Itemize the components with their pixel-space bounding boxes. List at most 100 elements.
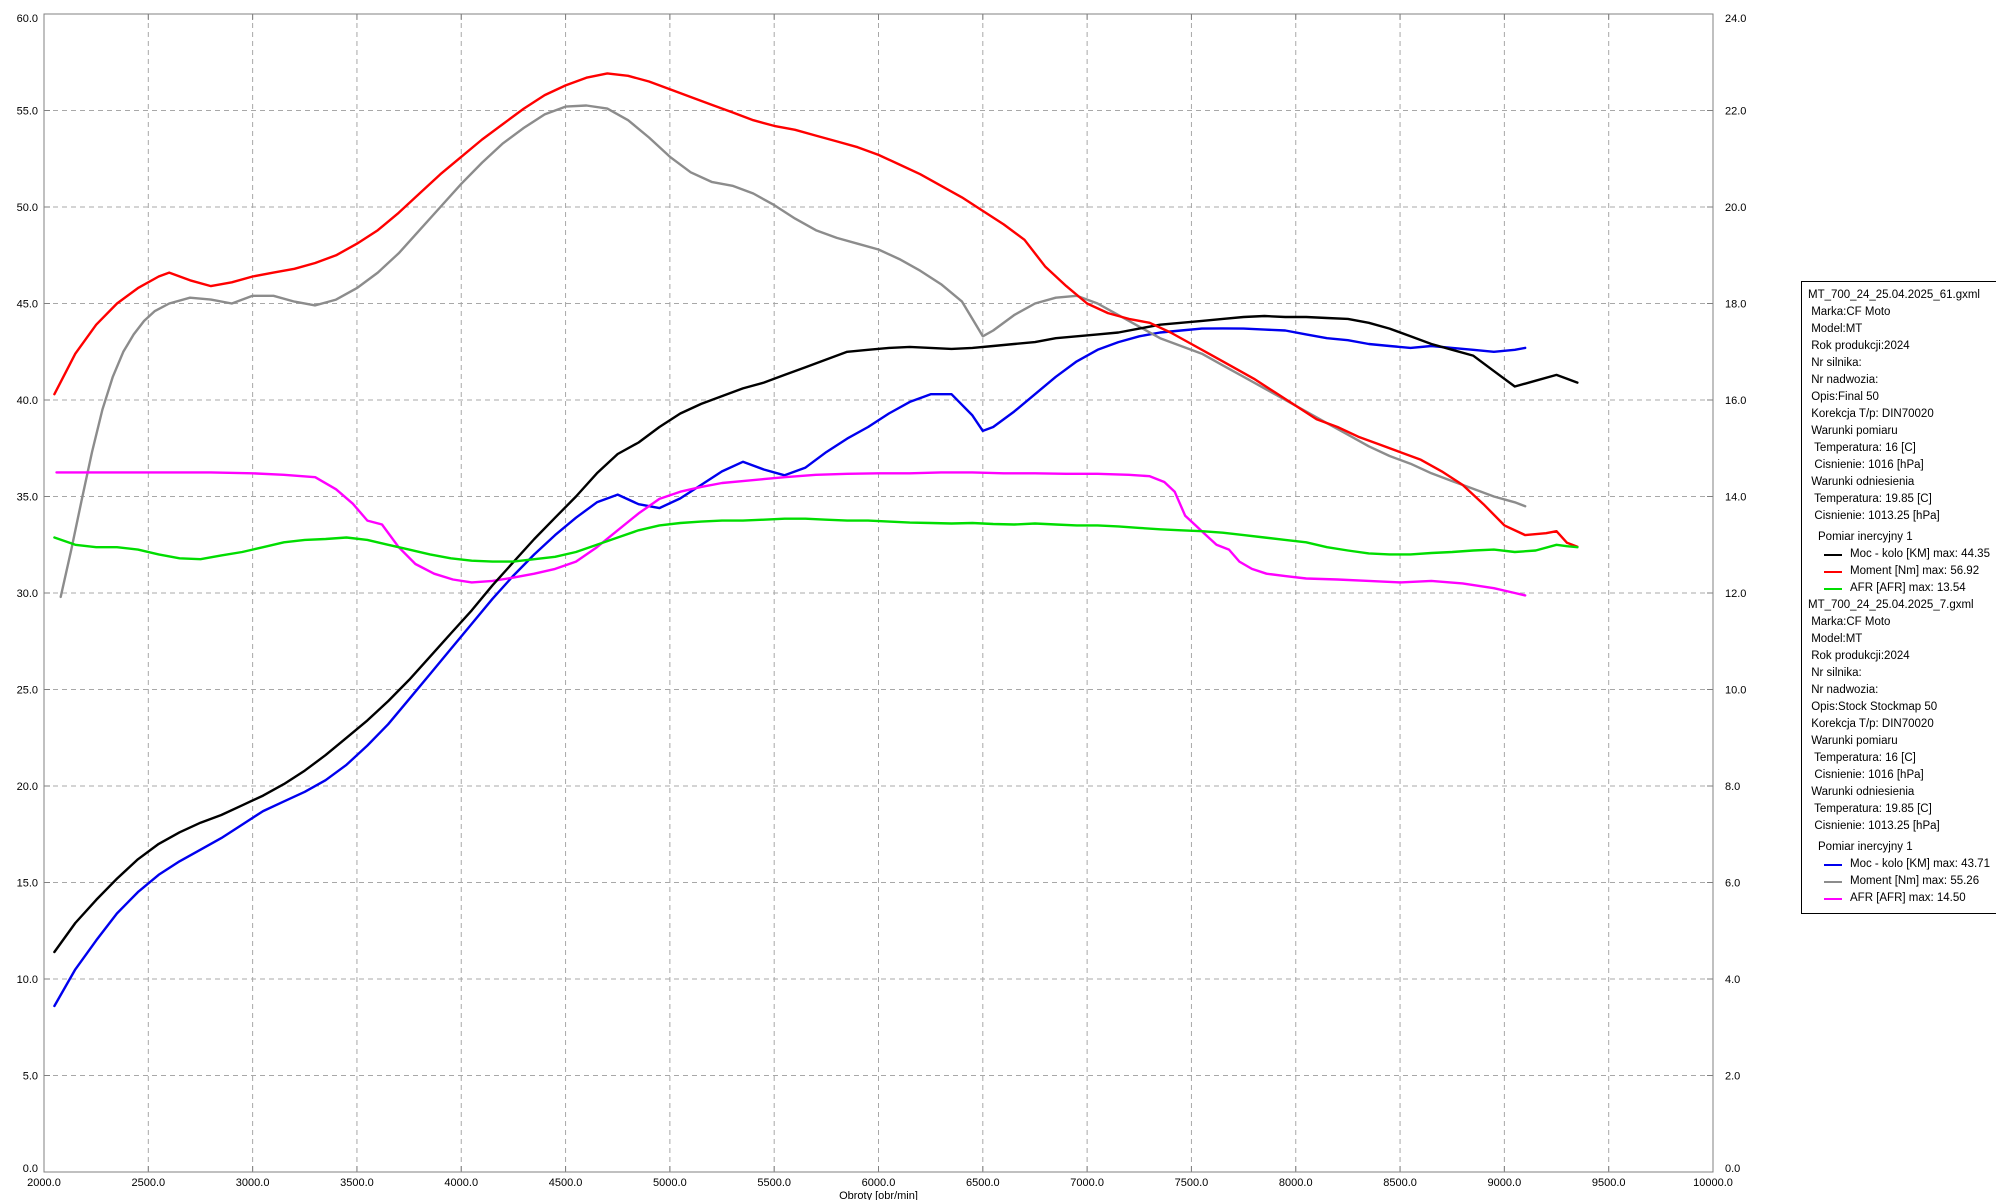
y-left-label: 15.0 (17, 878, 38, 890)
x-axis-label: 6500.0 (966, 1177, 1000, 1189)
legend-series-swatch (1824, 570, 1842, 573)
x-axis-label: 5000.0 (653, 1177, 687, 1189)
legend-series-entry: Moc - kolo [KM] max: 43.71 (1808, 856, 1994, 873)
legend-series-entry: AFR [AFR] max: 14.50 (1808, 890, 1994, 907)
y-right-label: 24.0 (1725, 13, 1746, 25)
y-left-label: 60.0 (17, 13, 38, 25)
x-axis-label: 7000.0 (1070, 1177, 1104, 1189)
legend-info-line: Cisnienie: 1013.25 [hPa] (1808, 820, 1940, 832)
legend-info-line: Nr silnika: (1808, 357, 1862, 369)
legend-info-line: Nr nadwozia: (1808, 374, 1879, 386)
legend-info-line: Korekcja T/p: DIN70020 (1808, 718, 1934, 730)
y-left-label: 35.0 (17, 492, 38, 504)
series-curve-1 (59, 104, 1527, 599)
x-axis-label: 5500.0 (757, 1177, 791, 1189)
legend-series-entry: Moment [Nm] max: 55.26 (1808, 873, 1994, 890)
x-axis-label: 6000.0 (862, 1177, 896, 1189)
y-right-label: 6.0 (1725, 878, 1740, 890)
x-axis-label: 8500.0 (1383, 1177, 1417, 1189)
legend-series-label: Moc - kolo [KM] max: 44.35 (1850, 548, 1990, 560)
legend-info-line: Marka:CF Moto (1808, 616, 1891, 628)
x-axis-label: 2500.0 (131, 1177, 165, 1189)
legend-panel: MT_700_24_25.04.2025_61.gxml Marka:CF Mo… (1801, 281, 1996, 914)
x-axis-label: 8000.0 (1279, 1177, 1313, 1189)
y-right-label: 20.0 (1725, 202, 1746, 214)
legend-series-entry: Moc - kolo [KM] max: 44.35 (1808, 546, 1994, 563)
legend-info-line: Warunki odniesienia (1808, 786, 1915, 798)
y-right-label: 10.0 (1725, 685, 1746, 697)
series-curve-2 (55, 471, 1527, 597)
legend-info-line: Opis:Final 50 (1808, 391, 1879, 403)
legend-series-swatch (1824, 863, 1842, 866)
x-axis-label: 3500.0 (340, 1177, 374, 1189)
legend-series-entry: Moment [Nm] max: 56.92 (1808, 563, 1994, 580)
legend-info-line: Cisnienie: 1013.25 [hPa] (1808, 510, 1940, 522)
legend-series-label: Moc - kolo [KM] max: 43.71 (1850, 858, 1990, 870)
legend-info-line: Nr silnika: (1808, 667, 1862, 679)
legend-series-entry: AFR [AFR] max: 13.54 (1808, 580, 1994, 597)
y-right-label: 2.0 (1725, 1071, 1740, 1083)
series-curve-5 (53, 517, 1579, 563)
y-right-label: 18.0 (1725, 299, 1746, 311)
y-right-label: 4.0 (1725, 974, 1740, 986)
y-left-label: 55.0 (17, 106, 38, 118)
legend-info-line: Model:MT (1808, 633, 1863, 645)
legend-file-block-0: MT_700_24_25.04.2025_61.gxml Marka:CF Mo… (1808, 287, 1994, 597)
x-axis-label: 10000.0 (1693, 1177, 1733, 1189)
legend-info-line: Cisnienie: 1016 [hPa] (1808, 459, 1924, 471)
legend-filename: MT_700_24_25.04.2025_7.gxml (1808, 599, 1974, 611)
x-axis-label: 4000.0 (444, 1177, 478, 1189)
y-left-label: 50.0 (17, 202, 38, 214)
x-axis-label: 3000.0 (236, 1177, 270, 1189)
x-axis-label: 7500.0 (1175, 1177, 1209, 1189)
legend-info-line: Temperatura: 19.85 [C] (1808, 803, 1932, 815)
legend-info-line: Temperatura: 16 [C] (1808, 752, 1916, 764)
x-axis-label: 9500.0 (1592, 1177, 1626, 1189)
y-right-label: 22.0 (1725, 106, 1746, 118)
legend-series-swatch (1824, 587, 1842, 590)
legend-series-label: AFR [AFR] max: 13.54 (1850, 582, 1966, 594)
legend-info-line: Nr nadwozia: (1808, 684, 1879, 696)
series-curve-3 (53, 314, 1579, 954)
legend-info-line: Opis:Stock Stockmap 50 (1808, 701, 1938, 713)
y-left-label: 40.0 (17, 395, 38, 407)
y-right-label: 8.0 (1725, 781, 1740, 793)
legend-series-swatch (1824, 880, 1842, 883)
legend-section-label: Pomiar inercyjny 1 (1818, 841, 1913, 853)
dyno-chart: 2000.0 2500.0 3000.0 3500.0 4000.0 4500.0 5000… (17, 13, 1747, 1200)
y-left-label: 0.0 (23, 1163, 38, 1175)
y-left-label: 45.0 (17, 299, 38, 311)
y-left-label: 10.0 (17, 974, 38, 986)
y-right-label: 0.0 (1725, 1163, 1740, 1175)
series-curve-0 (53, 327, 1527, 1008)
legend-info-line: Marka:CF Moto (1808, 306, 1891, 318)
legend-info-line: Warunki pomiaru (1808, 735, 1898, 747)
legend-info-line: Korekcja T/p: DIN70020 (1808, 408, 1934, 420)
legend-info-line: Model:MT (1808, 323, 1863, 335)
plot-border (43, 13, 1714, 1173)
y-right-label: 14.0 (1725, 492, 1746, 504)
legend-section-label: Pomiar inercyjny 1 (1818, 531, 1913, 543)
x-axis-title: Obroty [obr/min] (839, 1190, 918, 1200)
legend-info-line: Rok produkcji:2024 (1808, 340, 1910, 352)
legend-file-block-1: MT_700_24_25.04.2025_7.gxml Marka:CF Mot… (1808, 597, 1994, 907)
x-axis-label: 4500.0 (549, 1177, 583, 1189)
legend-info-line: Warunki pomiaru (1808, 425, 1898, 437)
legend-info-line: Temperatura: 16 [C] (1808, 442, 1916, 454)
series-curve-4 (53, 72, 1579, 548)
y-right-label: 16.0 (1725, 395, 1746, 407)
legend-series-label: AFR [AFR] max: 14.50 (1850, 892, 1966, 904)
legend-info-line: Rok produkcji:2024 (1808, 650, 1910, 662)
x-axis-label: 9000.0 (1488, 1177, 1522, 1189)
legend-series-swatch (1824, 897, 1842, 900)
legend-filename: MT_700_24_25.04.2025_61.gxml (1808, 289, 1980, 301)
y-left-label: 25.0 (17, 685, 38, 697)
legend-series-label: Moment [Nm] max: 56.92 (1850, 565, 1980, 577)
legend-series-label: Moment [Nm] max: 55.26 (1850, 875, 1980, 887)
legend-info-line: Temperatura: 19.85 [C] (1808, 493, 1932, 505)
legend-info-line: Cisnienie: 1016 [hPa] (1808, 769, 1924, 781)
y-left-label: 20.0 (17, 781, 38, 793)
legend-info-line: Warunki odniesienia (1808, 476, 1915, 488)
y-right-label: 12.0 (1725, 588, 1746, 600)
